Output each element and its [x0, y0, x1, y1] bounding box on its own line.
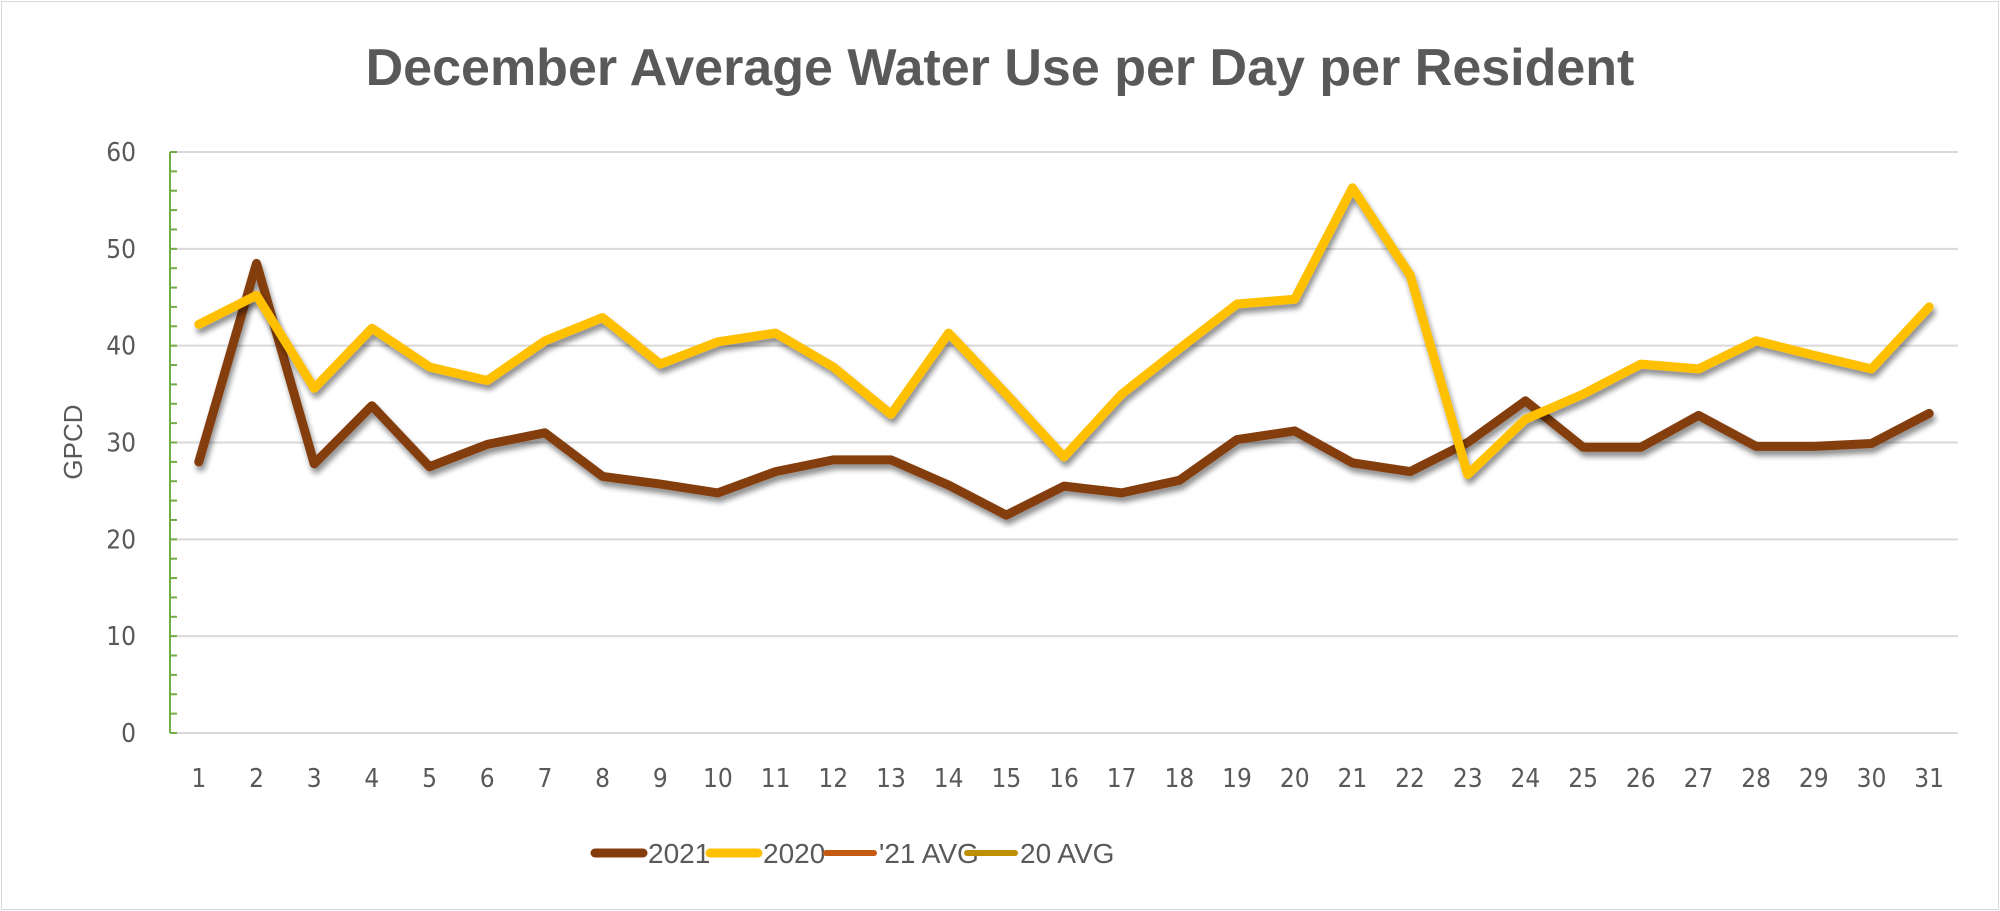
chart-title: December Average Water Use per Day per R…: [366, 39, 1635, 97]
x-tick-label: 6: [480, 764, 495, 794]
x-tick-label: 21: [1338, 764, 1368, 794]
x-tick-label: 16: [1049, 764, 1079, 794]
x-tick-label: 23: [1453, 764, 1483, 794]
legend-entry: 20 AVG: [964, 838, 1114, 869]
y-axis-label: GPCD: [58, 404, 88, 479]
legend-label: 2020: [763, 838, 825, 869]
x-tick-label: 15: [991, 764, 1021, 794]
x-tick-label: 24: [1511, 764, 1541, 794]
x-tick-label: 7: [537, 764, 552, 794]
x-tick-label: 14: [934, 764, 964, 794]
y-tick-label: 0: [121, 719, 136, 749]
x-tick-label: 18: [1164, 764, 1194, 794]
legend-entry: 2020: [705, 838, 825, 869]
x-tick-label: 11: [761, 764, 791, 794]
y-tick-label: 60: [106, 138, 136, 168]
x-tick-label: 10: [703, 764, 733, 794]
x-tick-label: 3: [307, 764, 322, 794]
x-tick-label: 20: [1280, 764, 1310, 794]
x-tick-label: 28: [1741, 764, 1771, 794]
x-tick-label: 13: [876, 764, 906, 794]
series-line-2020: [194, 183, 1934, 479]
legend-label: '21 AVG: [879, 838, 979, 869]
y-tick-label: 50: [106, 235, 136, 265]
x-tick-label: 1: [191, 764, 206, 794]
x-tick-label: 17: [1107, 764, 1137, 794]
y-tick-label: 20: [106, 525, 136, 555]
x-tick-label: 30: [1857, 764, 1887, 794]
x-tick-label: 8: [595, 764, 610, 794]
legend-entry: '21 AVG: [823, 838, 979, 869]
y-tick-label: 10: [106, 622, 136, 652]
x-tick-label: 26: [1626, 764, 1656, 794]
x-tick-label: 25: [1568, 764, 1598, 794]
legend: 2021 2020 '21 AVG 20 AVG: [590, 838, 1114, 869]
x-tick-label: 4: [364, 764, 379, 794]
series-line-2021: [194, 258, 1934, 520]
x-tick-label: 2: [249, 764, 264, 794]
x-tick-label: 29: [1799, 764, 1829, 794]
x-tick-label: 19: [1222, 764, 1252, 794]
x-tick-label: 27: [1684, 764, 1714, 794]
y-tick-label: 30: [106, 429, 136, 459]
x-tick-label: 22: [1395, 764, 1425, 794]
y-tick-label: 40: [106, 332, 136, 362]
x-tick-label: 12: [818, 764, 848, 794]
legend-entry: 2021: [590, 838, 710, 869]
legend-label: 20 AVG: [1020, 838, 1114, 869]
x-tick-label: 31: [1914, 764, 1944, 794]
x-tick-label: 9: [653, 764, 668, 794]
legend-label: 2021: [648, 838, 710, 869]
x-tick-label: 5: [422, 764, 437, 794]
